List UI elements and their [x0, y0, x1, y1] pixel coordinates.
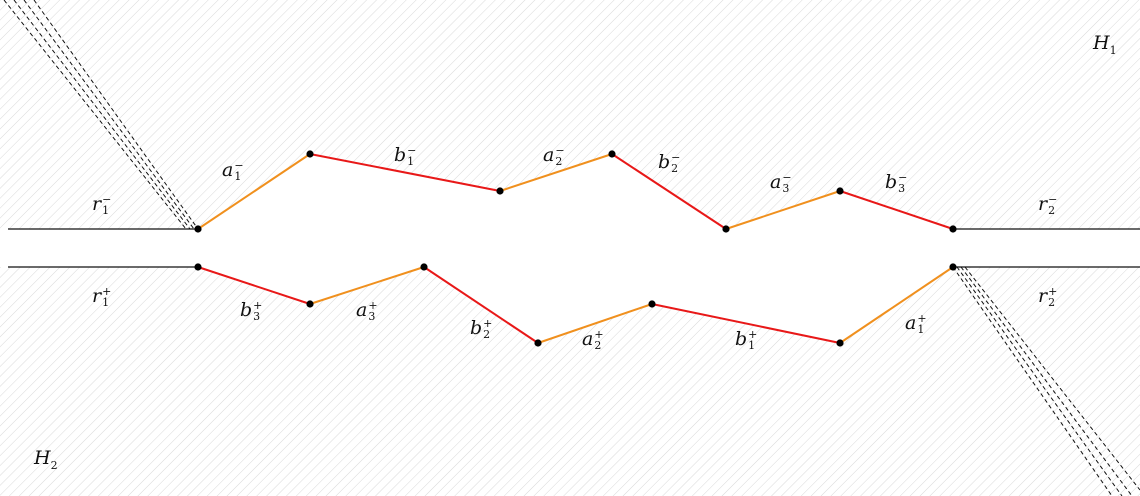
label-b1-minus: b −1: [394, 144, 417, 168]
label-a3-plus: a +3: [356, 299, 378, 323]
vertex-point: [836, 187, 844, 195]
vertex-point: [420, 263, 428, 271]
region-label-h1: H1: [1093, 32, 1117, 57]
label-b2-minus: b −2: [658, 151, 681, 175]
label-r1-minus: r −1: [92, 193, 112, 217]
label-a1-plus: a +1: [905, 312, 927, 336]
vertex-point: [534, 339, 542, 347]
edge-a3-minus: [725, 190, 841, 230]
label-r2-plus: r +2: [1038, 285, 1058, 309]
edge-a2-minus: [499, 153, 613, 192]
polygon-vertices: [194, 150, 957, 347]
edge-b1-plus: [651, 303, 841, 344]
vertex-point: [306, 150, 314, 158]
edge-a3-plus: [309, 266, 425, 305]
label-b3-minus: b −3: [885, 171, 908, 195]
label-b2-plus: b +2: [470, 317, 493, 341]
edge-b2-plus: [423, 266, 539, 344]
region-label-h2: H2: [34, 447, 58, 472]
label-r1-plus: r +1: [92, 285, 112, 309]
edge-b3-minus: [839, 190, 954, 230]
vertex-point: [949, 225, 957, 233]
upper-region-hatch: [0, 0, 1140, 229]
edge-a1-plus: [839, 266, 954, 344]
vertex-point: [722, 225, 730, 233]
lower-region-hatch: [0, 267, 1140, 496]
label-b3-plus: b +3: [240, 299, 263, 323]
label-a3-minus: a −3: [770, 171, 792, 195]
vertex-point: [608, 150, 616, 158]
dashed-lines-upper-left: [3, 0, 199, 230]
vertex-point: [836, 339, 844, 347]
vertex-point: [496, 187, 504, 195]
vertex-point: [949, 263, 957, 271]
vertex-point: [194, 225, 202, 233]
edge-a2-plus: [537, 303, 653, 344]
label-a2-plus: a +2: [582, 328, 604, 352]
vertex-point: [648, 300, 656, 308]
vertex-point: [194, 263, 202, 271]
label-r2-minus: r −2: [1038, 193, 1058, 217]
label-b1-plus: b +1: [735, 328, 758, 352]
label-a1-minus: a −1: [222, 159, 244, 183]
label-a2-minus: a −2: [543, 144, 565, 168]
edge-b3-plus: [197, 266, 311, 305]
edge-b2-minus: [611, 153, 727, 230]
edge-b1-minus: [309, 153, 501, 192]
vertex-point: [306, 300, 314, 308]
polygon-edges: [197, 153, 954, 344]
dashed-lines-lower-right: [952, 266, 1140, 496]
edge-a1-minus: [197, 153, 311, 230]
